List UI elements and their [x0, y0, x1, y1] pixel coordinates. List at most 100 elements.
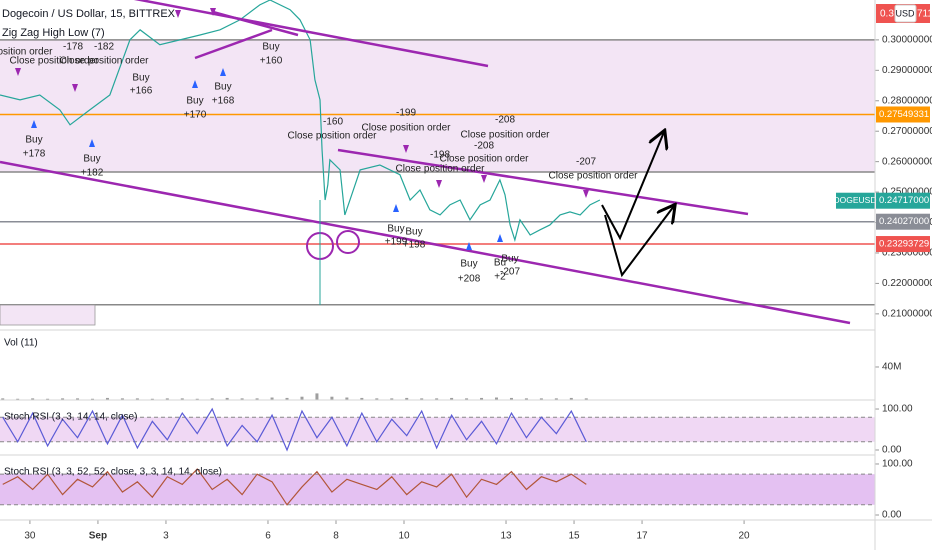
annotation: Close position order — [362, 123, 452, 134]
panel-title: Stoch RSI (3, 3, 52, 52, close, 3, 3, 14… — [4, 467, 222, 478]
volume-bar — [539, 398, 543, 400]
annotation: -178 — [63, 42, 83, 53]
annotation: +198 — [403, 240, 426, 251]
annotation: +170 — [184, 110, 207, 121]
x-tick-label: Sep — [89, 531, 107, 542]
annotation: +182 — [81, 168, 104, 179]
y-tick-label: 0.25000000 — [882, 187, 932, 198]
annotation: Close position order — [440, 154, 530, 165]
volume-bar — [105, 397, 109, 400]
symbol-box — [836, 192, 875, 209]
volume-bar — [76, 398, 80, 400]
annotation: Buy — [460, 259, 477, 270]
annotation: Buy — [83, 154, 100, 165]
buy-marker — [393, 204, 399, 212]
annotation: +208 — [458, 274, 481, 285]
annotation: -208 — [474, 141, 494, 152]
volume-bar — [225, 397, 229, 400]
y-tick-label: 100.00 — [882, 459, 913, 470]
volume-bar — [450, 397, 454, 400]
currency-button[interactable] — [894, 4, 917, 23]
sell-marker — [583, 190, 589, 198]
volume-bar — [315, 393, 319, 400]
sell-marker — [72, 84, 78, 92]
price-box-label: 0.24027000 — [879, 216, 929, 227]
band — [0, 417, 875, 442]
zone — [0, 39, 875, 173]
last-price-label: 0.24717000 — [879, 195, 929, 206]
volume-bar — [465, 398, 469, 400]
volume-bar — [180, 398, 184, 400]
price-box-label: 0.27549331 — [879, 109, 929, 120]
annotation: -208 — [495, 115, 515, 126]
top-price-part: 0.3 — [880, 9, 894, 20]
annotation: Close position order — [60, 56, 150, 67]
y-tick-label: 0.29000000 — [882, 65, 932, 76]
indicator-title: Zig Zag High Low (7) — [2, 27, 105, 39]
volume-bar — [405, 397, 409, 400]
trend-line — [0, 160, 851, 325]
y-tick-label: 0.28000000 — [882, 95, 932, 106]
volume-bar — [375, 398, 379, 400]
volume-bar — [240, 398, 244, 400]
y-tick-label: 0.23000000 — [882, 248, 932, 259]
x-tick-label: 15 — [568, 531, 580, 542]
y-tick-label: 0.22000000 — [882, 278, 932, 289]
annotation: Close position order — [288, 131, 378, 142]
chart-title: Dogecoin / US Dollar, 15, BITTREX — [2, 8, 176, 20]
volume-bar — [150, 398, 154, 400]
buy-markers — [31, 68, 503, 250]
volume-bar — [16, 398, 20, 400]
buy-marker — [466, 242, 472, 250]
annotation: +168 — [212, 96, 235, 107]
currency-label[interactable]: USD — [895, 8, 915, 18]
band — [0, 474, 875, 505]
last-price-box — [876, 192, 930, 209]
volume-bar — [435, 398, 439, 400]
trend-line — [133, 0, 489, 68]
volume-bar — [300, 396, 304, 400]
volume-bar — [524, 398, 528, 400]
volume-bar — [569, 397, 573, 400]
projection-arrow — [601, 132, 664, 241]
annotation: Buy — [132, 73, 149, 84]
plot-area — [0, 0, 875, 506]
buy-marker — [497, 234, 503, 242]
sell-marker — [436, 180, 442, 188]
volume-bar — [31, 398, 35, 400]
panel-title: Vol (11) — [4, 338, 38, 349]
volume-bar — [46, 398, 50, 400]
sell-marker — [210, 8, 216, 16]
y-tick-label: 0.30000000 — [882, 35, 932, 46]
volume-bar — [61, 398, 65, 400]
volume-bar — [210, 398, 214, 400]
annotation: +178 — [23, 149, 46, 160]
annotation: -198 — [430, 150, 450, 161]
annotation: -199 — [396, 108, 416, 119]
sell-marker — [481, 175, 487, 183]
annotation: Close position order — [549, 171, 639, 182]
circle-mark — [336, 230, 360, 254]
y-tick-label: 40M — [882, 362, 901, 373]
y-tick-label: 100.00 — [882, 404, 913, 415]
volume-bar — [195, 398, 199, 400]
annotation: +166 — [130, 86, 153, 97]
labels: 0.210000000.220000000.230000000.24000000… — [0, 35, 932, 542]
volume-bar — [330, 396, 334, 400]
volume-bar — [480, 397, 484, 400]
volume-bar — [270, 397, 274, 400]
sell-marker — [403, 145, 409, 153]
buy-marker — [31, 120, 37, 128]
x-tick-label: 6 — [265, 531, 271, 542]
volume-bar — [495, 397, 499, 400]
sell-marker — [175, 10, 181, 18]
series-line — [2, 468, 587, 506]
annotation: Buy — [186, 96, 203, 107]
trend-line — [212, 10, 299, 37]
volume-bar — [360, 397, 364, 400]
price-box-label: 0.23293729 — [879, 239, 929, 250]
annotation: -207 — [576, 157, 596, 168]
x-tick-label: 8 — [333, 531, 339, 542]
